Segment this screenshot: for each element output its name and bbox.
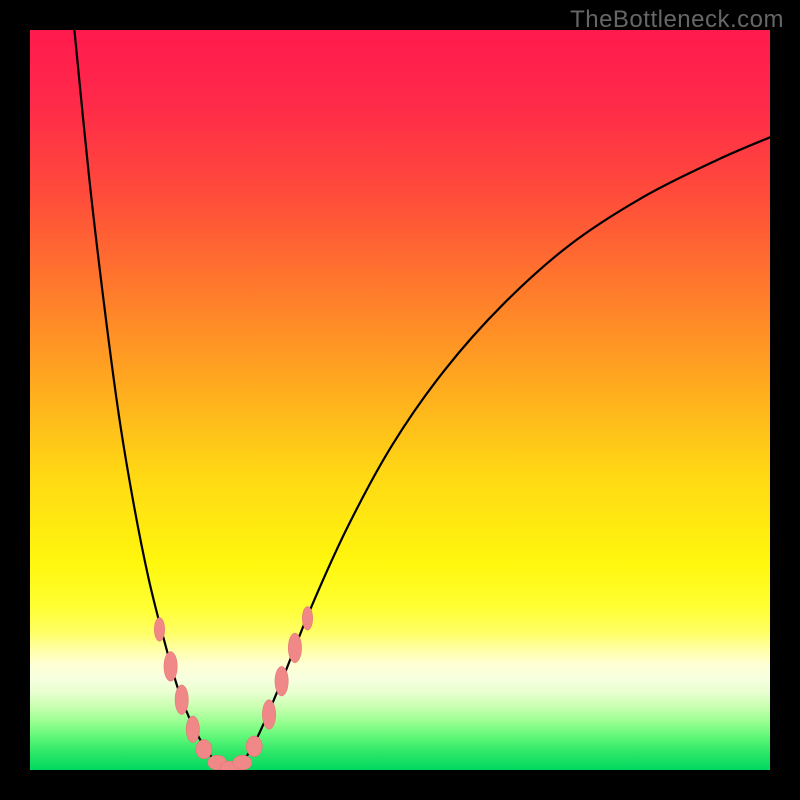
curve-marker <box>246 736 262 757</box>
bottleneck-curve <box>30 30 770 770</box>
curve-marker <box>288 633 301 663</box>
curve-marker <box>233 755 252 770</box>
plot-area <box>30 30 770 770</box>
curve-marker <box>175 685 188 715</box>
bottleneck-line <box>74 30 770 770</box>
curve-marker <box>164 652 177 682</box>
curve-marker <box>275 666 288 696</box>
curve-marker <box>302 606 312 630</box>
chart-frame: TheBottleneck.com <box>0 0 800 800</box>
curve-marker <box>154 618 164 642</box>
curve-marker <box>186 716 199 743</box>
curve-marker <box>262 700 275 730</box>
curve-marker <box>196 740 212 759</box>
watermark-text: TheBottleneck.com <box>570 6 784 34</box>
